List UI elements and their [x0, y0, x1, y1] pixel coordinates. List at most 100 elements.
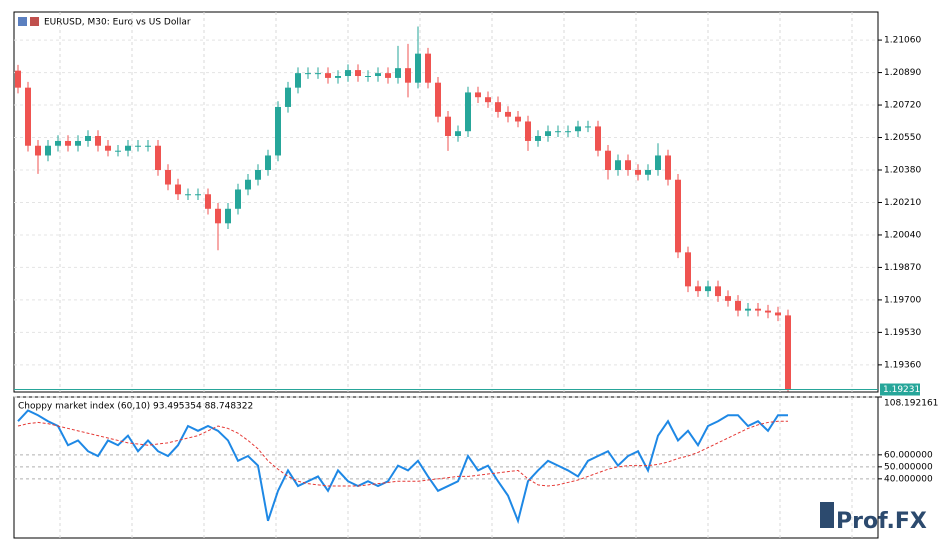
- candle-body: [705, 286, 711, 292]
- candle-body: [345, 70, 351, 77]
- candle-body: [665, 155, 671, 180]
- candle-body: [275, 106, 281, 156]
- candle-body: [145, 145, 151, 147]
- y-tick-label: 1.20040: [884, 230, 921, 240]
- y-tick-label: 1.19870: [884, 263, 921, 273]
- candle-body: [165, 169, 171, 185]
- candle-body: [655, 155, 661, 170]
- indicator-line: [17, 409, 788, 525]
- y-tick-label: 1.20380: [884, 165, 921, 175]
- candle-body: [535, 135, 541, 141]
- candle-body: [215, 208, 221, 224]
- candle-body: [225, 208, 231, 224]
- logo-icon: [820, 502, 834, 528]
- candle-body: [65, 140, 71, 146]
- y-tick-label: 1.20890: [884, 68, 921, 78]
- candle-body: [585, 126, 591, 128]
- y-tick-label: 1.20210: [884, 198, 921, 208]
- candle-body: [125, 145, 131, 151]
- candle-body: [75, 140, 81, 146]
- candle-body: [565, 131, 571, 133]
- candle-body: [255, 169, 261, 180]
- candle-body: [195, 194, 201, 196]
- candle-body: [185, 194, 191, 196]
- candle-body: [25, 87, 31, 146]
- candle-body: [15, 70, 21, 88]
- candle-body: [155, 145, 161, 170]
- logo: Prof.FX: [836, 509, 927, 534]
- y-tick-label: 60.000000: [884, 450, 933, 460]
- y-tick-label: 1.20550: [884, 133, 921, 143]
- candle-body: [515, 116, 521, 122]
- indicator-line: [17, 420, 788, 487]
- candle-body: [205, 194, 211, 209]
- y-tick-label: 1.21060: [884, 36, 921, 46]
- y-tick-label: 1.19700: [884, 295, 921, 305]
- candle-body: [35, 145, 41, 156]
- candle-body: [645, 169, 651, 175]
- last-price-label: 1.19231: [883, 385, 920, 395]
- candle-body: [765, 310, 771, 313]
- candle-body: [715, 286, 721, 297]
- candle-body: [635, 169, 641, 175]
- candle-body: [445, 116, 451, 136]
- candle-body: [415, 53, 421, 83]
- candle-body: [465, 92, 471, 132]
- candle-body: [455, 131, 461, 136]
- icon: [18, 17, 27, 26]
- icon: [30, 17, 39, 26]
- y-tick-label: 1.19530: [884, 328, 921, 338]
- candle-body: [725, 296, 731, 301]
- candle-body: [735, 300, 741, 311]
- candle-body: [625, 160, 631, 170]
- candle-body: [245, 179, 251, 190]
- candle-body: [435, 82, 441, 117]
- candle-body: [325, 73, 331, 78]
- y-tick-label: 108.192161: [884, 399, 938, 409]
- candle-body: [395, 68, 401, 78]
- last-price-box: [880, 383, 920, 396]
- candle-body: [95, 135, 101, 146]
- candle-body: [575, 126, 581, 132]
- candle-body: [375, 73, 381, 77]
- candle-body: [675, 179, 681, 253]
- candle-body: [595, 126, 601, 151]
- y-tick-label: 50.000000: [884, 462, 933, 472]
- candle-body: [335, 76, 341, 78]
- candle-body: [745, 308, 751, 311]
- y-tick-label: 1.20720: [884, 101, 921, 111]
- candle-body: [615, 160, 621, 170]
- candle-body: [545, 131, 551, 136]
- y-tick-label: 1.19360: [884, 360, 921, 370]
- candle-body: [405, 68, 411, 83]
- candle-body: [55, 140, 61, 146]
- candle-body: [45, 145, 51, 156]
- candle-body: [485, 97, 491, 103]
- candle-body: [505, 111, 511, 117]
- candle-body: [525, 121, 531, 141]
- candle-body: [695, 286, 701, 292]
- candle-body: [105, 145, 111, 151]
- candle-body: [265, 155, 271, 170]
- candle-body: [555, 131, 561, 133]
- candle-body: [475, 92, 481, 98]
- candle-body: [785, 315, 791, 390]
- candle-body: [365, 76, 371, 78]
- y-tick-label: 40.000000: [884, 474, 933, 484]
- candle-body: [85, 135, 91, 141]
- candle-body: [315, 73, 321, 75]
- candle-body: [425, 53, 431, 83]
- candle-body: [285, 87, 291, 107]
- candle-body: [385, 73, 391, 78]
- candle-body: [755, 308, 761, 311]
- candle-body: [135, 145, 141, 147]
- candle-body: [115, 150, 121, 152]
- candle-body: [775, 312, 781, 316]
- candle-body: [355, 70, 361, 77]
- chart-title: EURUSD, M30: Euro vs US Dollar: [44, 18, 191, 28]
- candle-body: [175, 184, 181, 195]
- indicator-title: Choppy market index (60,10) 93.495354 88…: [18, 402, 253, 412]
